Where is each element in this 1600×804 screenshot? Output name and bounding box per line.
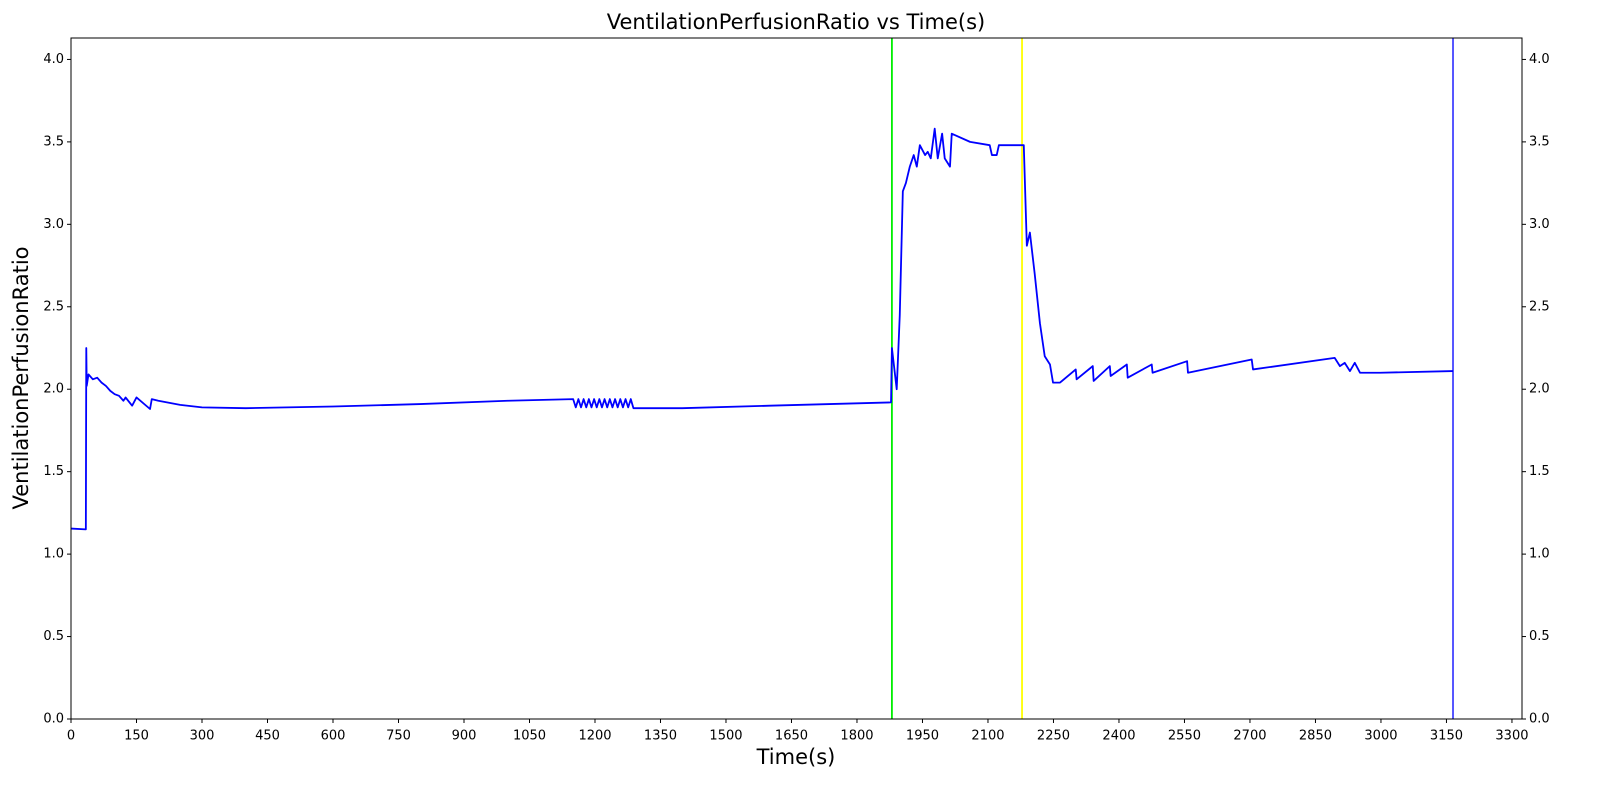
y2-tick-label: 3.0 bbox=[1529, 217, 1550, 232]
x-tick-label: 900 bbox=[452, 729, 477, 744]
x-tick-label: 300 bbox=[190, 729, 215, 744]
y2-tick-label: 1.0 bbox=[1529, 547, 1550, 562]
x-tick-label: 600 bbox=[321, 729, 346, 744]
y2-tick-label: 1.5 bbox=[1529, 464, 1550, 479]
x-axis-label: Time(s) bbox=[756, 745, 836, 769]
x-tick-label: 1050 bbox=[513, 729, 546, 744]
x-tick-label: 1200 bbox=[578, 729, 611, 744]
x-tick-label: 1950 bbox=[906, 729, 939, 744]
x-tick-label: 3000 bbox=[1364, 729, 1397, 744]
x-tick-label: 1650 bbox=[775, 729, 808, 744]
y2-tick-label: 4.0 bbox=[1529, 52, 1550, 67]
x-tick-label: 2400 bbox=[1102, 729, 1135, 744]
data-line bbox=[70, 127, 1454, 531]
y-tick-label: 3.0 bbox=[43, 217, 64, 232]
x-tick-label: 1350 bbox=[644, 729, 677, 744]
y-tick-label: 1.0 bbox=[43, 547, 64, 562]
x-tick-label: 2100 bbox=[971, 729, 1004, 744]
x-tick-label: 3150 bbox=[1430, 729, 1463, 744]
x-tick-label: 2700 bbox=[1233, 729, 1266, 744]
x-tick-label: 450 bbox=[255, 729, 280, 744]
x-tick-label: 1800 bbox=[840, 729, 873, 744]
y2-tick-label: 0.5 bbox=[1529, 629, 1550, 644]
x-tick-label: 2550 bbox=[1168, 729, 1201, 744]
y-tick-label: 2.5 bbox=[43, 299, 64, 314]
y2-tick-label: 2.5 bbox=[1529, 299, 1550, 314]
y-tick-label: 0.5 bbox=[43, 629, 64, 644]
y-tick-label: 0.0 bbox=[43, 712, 64, 727]
y-tick-label: 4.0 bbox=[43, 52, 64, 67]
x-tick-label: 0 bbox=[67, 729, 75, 744]
y-axis-label: VentilationPerfusionRatio bbox=[9, 247, 33, 510]
chart-title: VentilationPerfusionRatio vs Time(s) bbox=[607, 10, 985, 34]
plot-frame bbox=[70, 37, 1523, 720]
x-tick-label: 1500 bbox=[709, 729, 742, 744]
x-tick-label: 750 bbox=[386, 729, 411, 744]
y2-tick-label: 0.0 bbox=[1529, 712, 1550, 727]
x-tick-label: 3300 bbox=[1495, 729, 1528, 744]
x-tick-label: 2850 bbox=[1299, 729, 1332, 744]
x-tick-label: 150 bbox=[124, 729, 149, 744]
y2-tick-label: 2.0 bbox=[1529, 382, 1550, 397]
y-tick-label: 1.5 bbox=[43, 464, 64, 479]
x-tick-label: 2250 bbox=[1037, 729, 1070, 744]
y-tick-label: 2.0 bbox=[43, 382, 64, 397]
y-tick-label: 3.5 bbox=[43, 134, 64, 149]
y2-tick-label: 3.5 bbox=[1529, 134, 1550, 149]
